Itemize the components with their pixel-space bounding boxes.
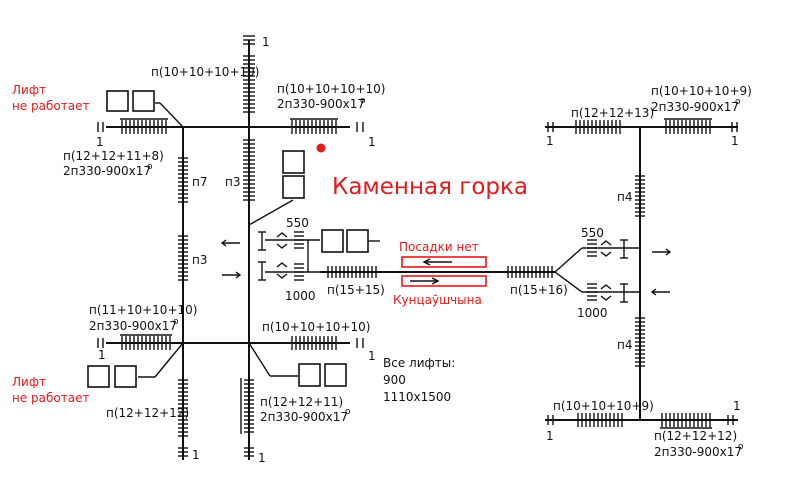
degree-mark: о [345,407,351,417]
stair-label: п(10+10+10+9) [651,84,752,98]
lift-box [282,150,305,174]
stair-label: п(10+10+10+10) [151,65,259,79]
stairs-left-vertical [178,157,188,281]
stairs-mid-right [291,336,364,350]
stair-label: п(10+10+10+10) [262,320,370,334]
turnstiles-right [600,239,628,303]
lift-note-line: Лифт [12,83,46,97]
lift-box [346,229,369,253]
stair-label: 2п330-900х17 [260,410,348,424]
degree-mark: о [738,442,744,452]
no-boarding-label: Посадки нет [399,240,479,254]
degree-mark: о [360,96,366,106]
degree-mark: о [735,97,741,107]
lift-box [321,229,344,253]
stairs-top-vertical [243,35,255,201]
stair-label: 2п330-900х17 [651,100,739,114]
lift-note-line: не работает [12,391,89,405]
stairs-right-bottom [547,413,734,427]
width-label: 1000 [285,289,316,303]
direction-arrows-left [220,239,242,279]
stair-label: п(10+10+10+9) [553,399,654,413]
step-count: 1 [258,451,266,465]
step-count: 1 [192,448,200,462]
step-count: 1 [262,35,270,49]
stair-label: п4 [617,338,632,352]
width-label: 550 [286,216,309,230]
step-count: 1 [733,399,741,413]
stair-label: п3 [225,175,240,189]
all-lifts-note: Все лифты: [383,356,455,370]
stair-label: п(15+16) [510,283,568,297]
lift-box [298,363,321,387]
lift-connector-top [159,102,184,128]
stair-label: 2п330-900х17 [63,164,151,178]
stairs-transfer-left [327,266,377,278]
stair-label: п(11+10+10+10) [89,303,197,317]
station-title: Каменная горка [332,174,528,200]
lift-note-line: не работает [12,99,89,113]
step-count: 1 [96,135,104,149]
lift-box [324,363,347,387]
stair-label: п(12+12+12) [654,429,737,443]
stair-label: п4 [617,190,632,204]
stair-label: п(12+12+11) [260,395,343,409]
stair-label: п3 [192,253,207,267]
step-count: 1 [731,134,739,148]
stairs-bottom-vertical [178,379,254,457]
stair-label: п(12+12+12) [106,406,189,420]
stair-label: п(12+12+11+8) [63,149,164,163]
stair-label: 2п330-900х17 [277,97,365,111]
width-label: 550 [581,226,604,240]
lift-box [114,365,137,388]
stair-label: п7 [192,175,207,189]
degree-mark: о [147,162,153,172]
stairs-mid-left [97,336,171,350]
lift-connector-bottom [154,342,184,378]
stair-label: п(12+12+13) [571,106,654,120]
step-count: 1 [546,134,554,148]
degree-mark: о [173,317,179,327]
step-count: 1 [368,135,376,149]
stair-label: п(15+15) [327,283,385,297]
direction-arrows-right [650,248,672,296]
stairs-right-vertical [635,175,645,367]
step-count: 1 [368,349,376,363]
lift-box [106,90,129,112]
stairs-top-left [121,120,167,134]
turnstiles-left [258,231,288,281]
lift-box [132,90,155,112]
lift-note-line: Лифт [12,375,46,389]
stair-label: п(10+10+10+10) [277,82,385,96]
lift-connector [248,199,294,226]
stairs-transfer-right [507,266,553,278]
step-count: 1 [98,348,106,362]
direction-label: Кунцаўшчына [393,293,482,307]
lift-box [282,175,305,199]
all-lifts-note: 900 [383,373,406,387]
step-count: 1 [546,429,554,443]
stair-label: 2п330-900х17 [654,445,742,459]
platform-kuntsaushchyna [401,275,487,287]
stair-label: 2п330-900х17 [89,319,177,333]
stairs-top-right [291,120,337,134]
you-are-here-marker [316,143,326,153]
stairs-right-top [547,120,738,134]
lift-box [87,365,110,388]
all-lifts-note: 1110х1500 [383,390,451,404]
width-label: 1000 [577,306,608,320]
